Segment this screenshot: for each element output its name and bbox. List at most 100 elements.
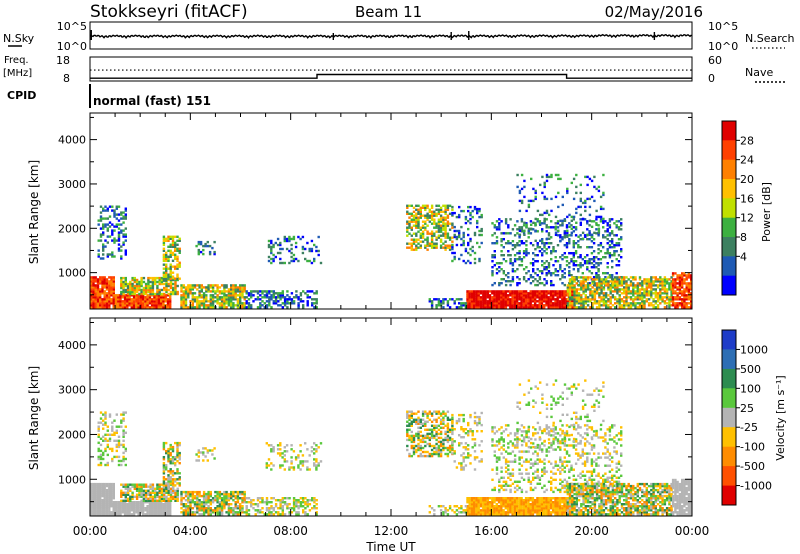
nsky-series	[89, 30, 693, 40]
heat-cell	[191, 294, 194, 297]
colorbar-tick-label: 28	[740, 134, 754, 147]
heat-cell	[191, 492, 194, 496]
heat-cell	[415, 208, 418, 211]
heat-cell	[114, 513, 118, 516]
heat-cell	[211, 306, 215, 309]
heat-cell	[602, 234, 605, 237]
heat-cell	[140, 499, 143, 502]
heat-cell	[513, 244, 517, 247]
heat-cell	[133, 292, 136, 296]
heat-cell	[599, 258, 603, 261]
heat-cell	[467, 205, 470, 209]
heat-cell	[135, 485, 139, 488]
heat-cell	[108, 284, 111, 287]
heat-cell	[158, 483, 161, 486]
heat-cell	[189, 507, 192, 510]
heat-cell	[545, 179, 549, 183]
heat-cell	[479, 292, 483, 295]
heat-cell	[104, 421, 107, 424]
heat-cell	[634, 302, 637, 305]
heat-cell	[538, 306, 541, 309]
heat-cell	[304, 460, 307, 463]
heat-cell	[608, 246, 612, 249]
heat-cell	[132, 306, 136, 309]
heat-cell	[208, 244, 212, 248]
heat-cell	[523, 221, 526, 224]
heat-cell	[538, 304, 541, 307]
heat-cell	[467, 251, 470, 255]
heat-cell	[281, 306, 284, 309]
heat-cell	[504, 242, 508, 245]
heat-cell	[139, 294, 143, 297]
heat-cell	[641, 284, 644, 287]
heat-cell	[218, 507, 222, 510]
heat-cell	[90, 280, 93, 283]
heat-cell	[117, 223, 121, 226]
heat-cell	[563, 272, 566, 275]
heat-cell	[182, 511, 185, 514]
heat-cell	[600, 296, 603, 299]
heat-cell	[304, 247, 307, 251]
heat-cell	[595, 306, 599, 309]
heat-cell	[162, 271, 166, 274]
heat-cell	[94, 505, 97, 508]
heat-cell	[538, 246, 542, 249]
heat-cell	[202, 507, 206, 510]
heat-cell	[277, 513, 280, 516]
heat-cell	[169, 491, 173, 494]
heat-cell	[288, 298, 291, 301]
heat-cell	[611, 240, 614, 243]
heat-cell	[577, 302, 581, 305]
heat-cell	[137, 294, 140, 297]
heat-cell	[301, 245, 305, 249]
heat-cell	[108, 290, 111, 293]
heat-cell	[645, 294, 648, 297]
heat-cell	[617, 242, 621, 245]
heat-cell	[538, 298, 541, 301]
heat-cell	[133, 495, 136, 498]
heat-cell	[277, 292, 280, 295]
heat-cell	[105, 302, 109, 305]
heat-cell	[172, 286, 175, 290]
heat-cell	[191, 511, 194, 514]
heat-cell	[579, 197, 582, 201]
heat-cell	[176, 493, 179, 496]
heat-cell	[538, 250, 542, 253]
heat-cell	[154, 495, 157, 498]
heat-cell	[620, 224, 623, 227]
heat-cell	[557, 205, 560, 209]
heat-cell	[531, 292, 535, 295]
heat-cell	[124, 425, 127, 428]
heat-cell	[421, 234, 425, 237]
heat-cell	[541, 213, 544, 217]
heat-cell	[509, 242, 512, 245]
heat-cell	[209, 503, 212, 506]
heat-cell	[196, 511, 199, 514]
heat-cell	[106, 223, 109, 226]
heat-cell	[444, 236, 447, 239]
heat-cell	[498, 283, 501, 287]
heat-cell	[412, 224, 416, 227]
heat-cell	[94, 290, 97, 293]
heat-cell	[615, 220, 618, 223]
heat-cell	[676, 288, 679, 291]
heat-cell	[467, 241, 470, 245]
heat-cell	[137, 507, 140, 510]
heat-cell	[565, 264, 569, 267]
heat-cell	[153, 507, 156, 510]
heat-cell	[600, 288, 603, 291]
heat-cell	[625, 294, 628, 297]
heat-cell	[522, 294, 526, 297]
heat-cell	[279, 243, 282, 247]
heat-cell	[272, 448, 275, 451]
heat-cell	[539, 183, 542, 187]
heat-cell	[117, 435, 121, 438]
heat-cell	[97, 433, 100, 436]
heat-cell	[638, 294, 642, 297]
heat-cell	[668, 302, 671, 305]
heat-cell	[193, 292, 197, 295]
heat-cell	[223, 284, 226, 287]
heat-cell	[451, 223, 454, 227]
heat-cell	[245, 290, 248, 293]
heat-cell	[446, 234, 450, 237]
